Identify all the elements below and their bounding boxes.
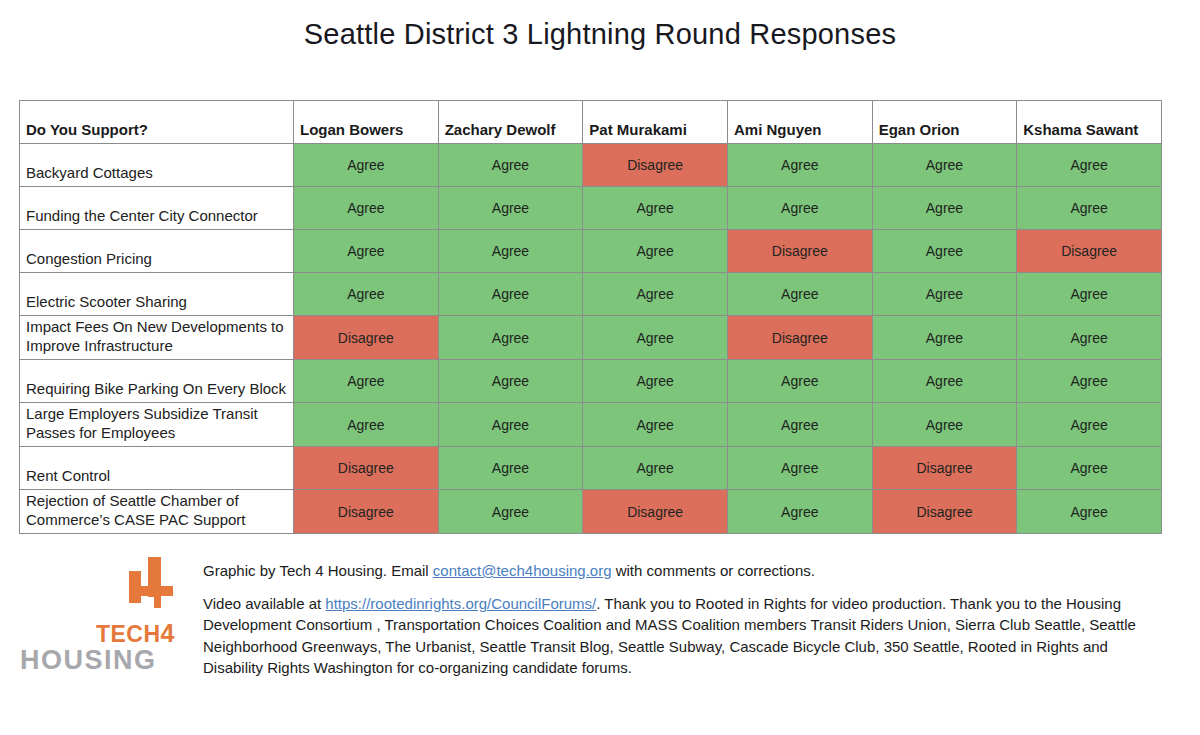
question-label: Electric Scooter Sharing (20, 273, 294, 316)
page-title: Seattle District 3 Lightning Round Respo… (0, 18, 1200, 51)
answer-cell: Agree (583, 273, 728, 316)
answer-cell: Agree (872, 316, 1017, 360)
answer-cell: Agree (438, 230, 583, 273)
answer-cell: Disagree (583, 490, 728, 534)
answer-cell: Agree (583, 187, 728, 230)
column-header-candidate: Zachary Dewolf (438, 101, 583, 144)
table-row: Rejection of Seattle Chamber of Commerce… (20, 490, 1162, 534)
answer-cell: Agree (294, 230, 439, 273)
tech4housing-logo: TECH4 HOUSING (20, 545, 175, 674)
question-label: Rent Control (20, 447, 294, 490)
header-row: Do You Support? Logan Bowers Zachary Dew… (20, 101, 1162, 144)
answer-cell: Agree (438, 360, 583, 403)
answer-cell: Agree (727, 273, 872, 316)
answer-cell: Agree (1017, 447, 1162, 490)
answer-cell: Agree (727, 403, 872, 447)
table-row: Impact Fees On New Developments to Impro… (20, 316, 1162, 360)
tech4housing-house-icon (121, 557, 173, 621)
answer-cell: Agree (872, 187, 1017, 230)
column-header-question: Do You Support? (20, 101, 294, 144)
answer-cell: Agree (438, 316, 583, 360)
footer-text: Graphic by Tech 4 Housing. Email contact… (203, 545, 1168, 679)
answer-cell: Disagree (872, 490, 1017, 534)
answer-cell: Agree (727, 490, 872, 534)
video-link[interactable]: https://rootedinrights.org/CouncilForums… (325, 595, 596, 612)
answer-cell: Agree (438, 273, 583, 316)
question-label: Rejection of Seattle Chamber of Commerce… (20, 490, 294, 534)
answer-cell: Agree (294, 403, 439, 447)
question-label: Impact Fees On New Developments to Impro… (20, 316, 294, 360)
answer-cell: Agree (294, 360, 439, 403)
column-header-candidate: Logan Bowers (294, 101, 439, 144)
table-row: Requiring Bike Parking On Every Block Ag… (20, 360, 1162, 403)
answer-cell: Disagree (583, 144, 728, 187)
answer-cell: Agree (294, 187, 439, 230)
answer-cell: Agree (1017, 360, 1162, 403)
answer-cell: Agree (1017, 490, 1162, 534)
answer-cell: Agree (872, 403, 1017, 447)
question-label: Congestion Pricing (20, 230, 294, 273)
answer-cell: Disagree (1017, 230, 1162, 273)
answer-cell: Agree (872, 230, 1017, 273)
answer-cell: Agree (438, 187, 583, 230)
credit-line: Graphic by Tech 4 Housing. Email contact… (203, 560, 1168, 582)
answer-cell: Agree (294, 273, 439, 316)
acknowledgements-line: Video available at https://rootedinright… (203, 593, 1168, 679)
answer-cell: Agree (727, 360, 872, 403)
column-header-candidate: Ami Nguyen (727, 101, 872, 144)
answer-cell: Disagree (727, 316, 872, 360)
table-row: Rent Control Disagree Agree Agree Agree … (20, 447, 1162, 490)
logo-text-housing: HOUSING (20, 646, 157, 674)
answer-cell: Agree (583, 403, 728, 447)
column-header-candidate: Kshama Sawant (1017, 101, 1162, 144)
answer-cell: Agree (438, 490, 583, 534)
answer-cell: Agree (872, 360, 1017, 403)
table-row: Congestion Pricing Agree Agree Agree Dis… (20, 230, 1162, 273)
question-label: Backyard Cottages (20, 144, 294, 187)
question-label: Large Employers Subsidize Transit Passes… (20, 403, 294, 447)
logo-four-glyph: 4 (161, 619, 175, 647)
answer-cell: Agree (727, 447, 872, 490)
table-row: Large Employers Subsidize Transit Passes… (20, 403, 1162, 447)
column-header-candidate: Egan Orion (872, 101, 1017, 144)
answer-cell: Agree (438, 403, 583, 447)
answer-cell: Disagree (727, 230, 872, 273)
answer-cell: Agree (583, 360, 728, 403)
answer-cell: Disagree (872, 447, 1017, 490)
answer-cell: Agree (583, 230, 728, 273)
email-link[interactable]: contact@tech4housing.org (433, 562, 612, 579)
answer-cell: Disagree (294, 447, 439, 490)
answer-cell: Agree (1017, 316, 1162, 360)
logo-text-tech4: TECH4 (96, 622, 175, 646)
column-header-candidate: Pat Murakami (583, 101, 728, 144)
answer-cell: Agree (872, 273, 1017, 316)
answer-cell: Agree (1017, 144, 1162, 187)
question-label: Funding the Center City Connector (20, 187, 294, 230)
answer-cell: Agree (583, 316, 728, 360)
answer-cell: Disagree (294, 316, 439, 360)
table-row: Electric Scooter Sharing Agree Agree Agr… (20, 273, 1162, 316)
table-row: Backyard Cottages Agree Agree Disagree A… (20, 144, 1162, 187)
table-row: Funding the Center City Connector Agree … (20, 187, 1162, 230)
answer-cell: Agree (438, 144, 583, 187)
answer-cell: Agree (583, 447, 728, 490)
responses-table: Do You Support? Logan Bowers Zachary Dew… (19, 100, 1162, 534)
answer-cell: Agree (872, 144, 1017, 187)
answer-cell: Agree (1017, 273, 1162, 316)
answer-cell: Agree (438, 447, 583, 490)
answer-cell: Agree (727, 187, 872, 230)
answer-cell: Agree (294, 144, 439, 187)
answer-cell: Agree (727, 144, 872, 187)
answer-cell: Disagree (294, 490, 439, 534)
answer-cell: Agree (1017, 403, 1162, 447)
footer: TECH4 HOUSING Graphic by Tech 4 Housing.… (20, 545, 1170, 679)
question-label: Requiring Bike Parking On Every Block (20, 360, 294, 403)
answer-cell: Agree (1017, 187, 1162, 230)
